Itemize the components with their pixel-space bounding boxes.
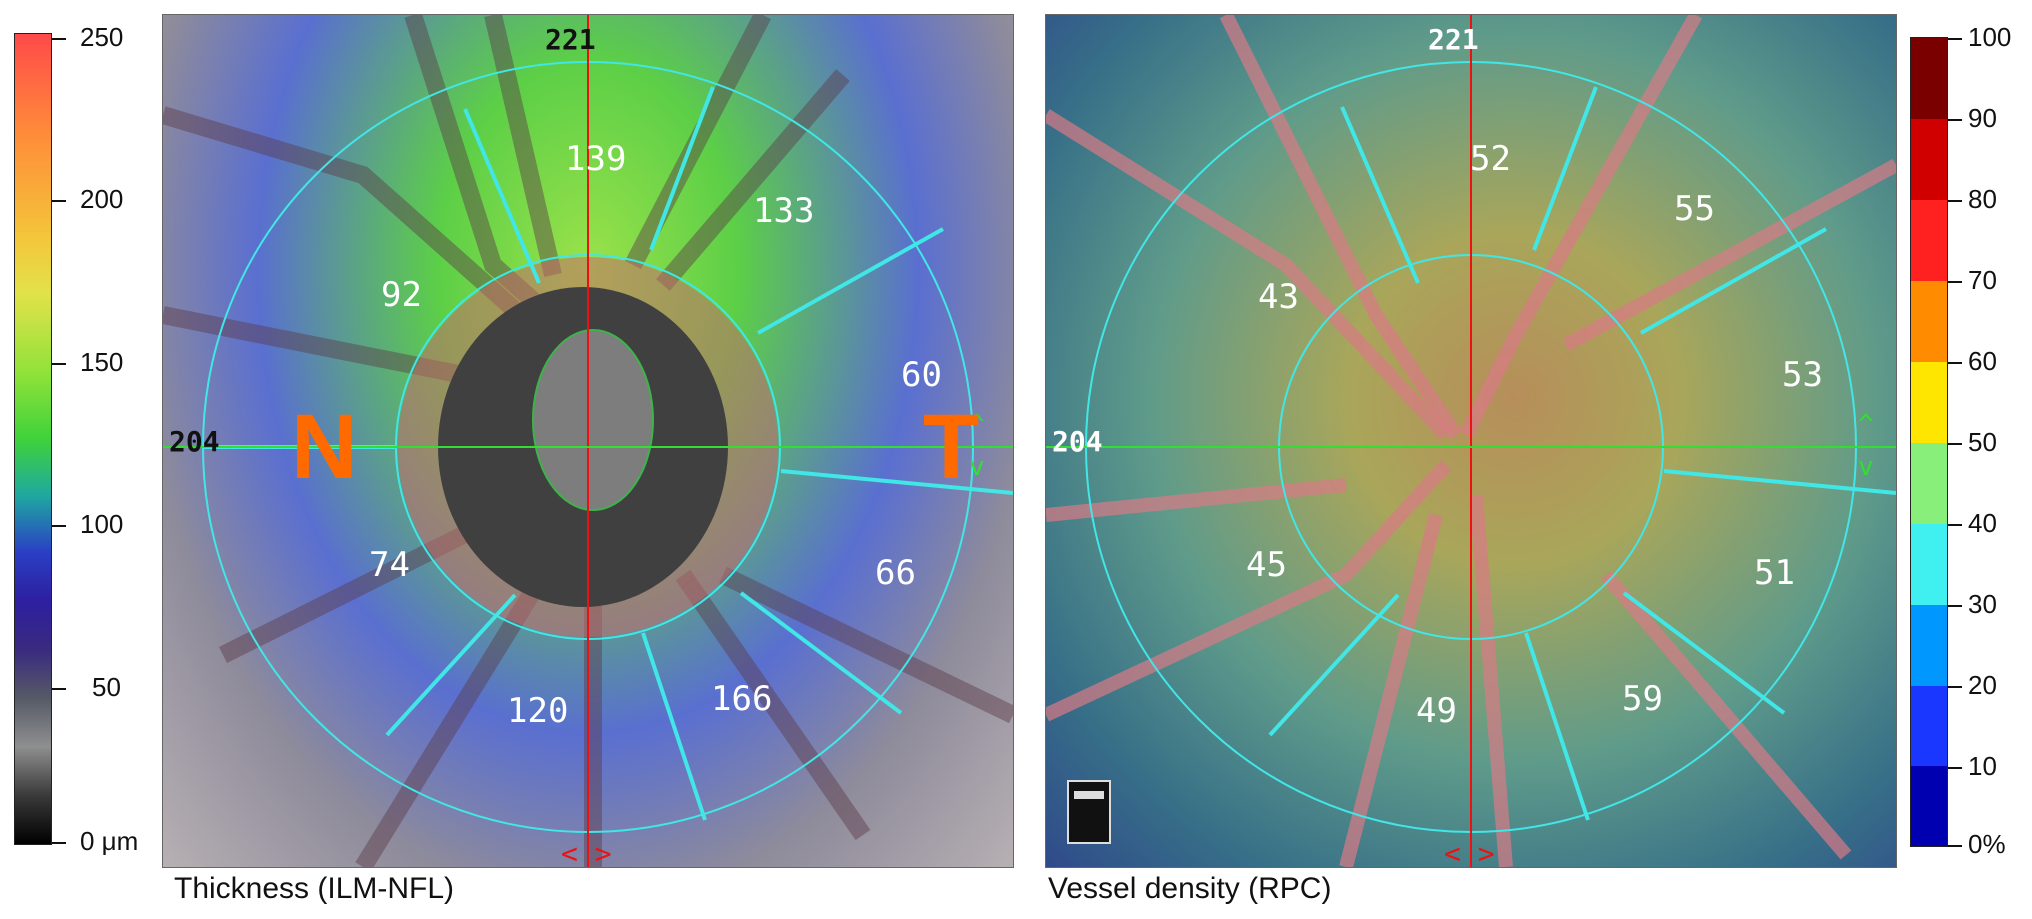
colorbar-band xyxy=(1911,200,1947,281)
colorbar-label-0: 0 μm xyxy=(80,826,139,856)
density-label: 80 xyxy=(1968,184,1997,214)
sector-lines xyxy=(203,86,1013,821)
colorbar-tick xyxy=(1948,362,1962,364)
density-label: 40 xyxy=(1968,508,1997,538)
sector-value: 59 xyxy=(1622,679,1663,719)
colorbar-tick xyxy=(52,842,66,844)
colorbar-tick xyxy=(52,38,66,40)
colorbar-tick xyxy=(1948,443,1962,445)
colorbar-label-250: 250 xyxy=(80,22,124,52)
thickness-map-panel: ^ v < > 221 204 N T 139 133 92 60 74 66 … xyxy=(162,14,1014,868)
sector-value: 166 xyxy=(711,679,773,719)
left-right-arrow-mark: < > xyxy=(561,837,612,867)
colorbar-tick xyxy=(52,525,66,527)
colorbar-band xyxy=(1911,524,1947,605)
top-axis-value: 221 xyxy=(545,23,596,56)
left-right-arrow-mark: < > xyxy=(1444,837,1495,867)
sector-value: 49 xyxy=(1416,691,1457,731)
colorbar-band xyxy=(1911,766,1947,846)
down-arrow-mark: v xyxy=(1858,452,1874,482)
density-label: 50 xyxy=(1968,427,1997,457)
vessel-overlay xyxy=(163,15,1013,867)
sector-value: 66 xyxy=(875,553,916,593)
density-label: 60 xyxy=(1968,346,1997,376)
sector-value: 60 xyxy=(901,355,942,395)
density-label: 100 xyxy=(1968,22,2012,52)
density-label: 70 xyxy=(1968,265,1997,295)
colorbar-tick xyxy=(1948,38,1962,40)
temporal-label: T xyxy=(923,396,980,498)
optic-cup xyxy=(532,329,654,511)
colorbar-tick xyxy=(1948,845,1962,847)
colorbar-band xyxy=(1911,362,1947,443)
sector-value: 55 xyxy=(1674,189,1715,229)
sector-value: 120 xyxy=(507,691,569,731)
thickness-map-graphic: ^ v < > xyxy=(163,15,1013,867)
sector-value: 52 xyxy=(1470,139,1511,179)
up-arrow-mark: ^ xyxy=(1858,410,1874,440)
sector-value: 139 xyxy=(565,139,627,179)
vessel-density-panel: ^ v < > 221 204 52 55 43 53 45 51 49 59 xyxy=(1045,14,1897,868)
colorbar-band xyxy=(1911,38,1947,119)
colorbar-tick xyxy=(52,688,66,690)
density-label: 0% xyxy=(1968,829,2006,859)
density-label: 10 xyxy=(1968,751,1997,781)
colorbar-tick xyxy=(1948,281,1962,283)
colorbar-tick xyxy=(52,363,66,365)
sector-value: 133 xyxy=(753,191,815,231)
density-label: 20 xyxy=(1968,670,1997,700)
sector-value: 92 xyxy=(381,275,422,315)
density-label: 30 xyxy=(1968,589,1997,619)
thickness-colorbar xyxy=(14,33,52,845)
left-axis-value: 204 xyxy=(1052,425,1103,458)
colorbar-tick xyxy=(1948,119,1962,121)
density-label: 90 xyxy=(1968,103,1997,133)
colorbar-band xyxy=(1911,119,1947,200)
scan-icon-bar xyxy=(1074,791,1104,799)
colorbar-label-100: 100 xyxy=(80,509,124,539)
left-axis-value: 204 xyxy=(169,425,220,458)
down-arrow-mark: v xyxy=(969,452,985,482)
right-caption: Vessel density (RPC) xyxy=(1048,872,1332,905)
up-arrow-mark: ^ xyxy=(969,410,985,440)
left-caption: Thickness (ILM-NFL) xyxy=(174,872,455,905)
colorbar-band xyxy=(1911,686,1947,766)
scan-icon xyxy=(1067,780,1111,844)
density-colorbar xyxy=(1910,37,1948,847)
sector-value: 43 xyxy=(1258,277,1299,317)
colorbar-tick xyxy=(52,200,66,202)
sector-value: 53 xyxy=(1782,355,1823,395)
colorbar-band xyxy=(1911,281,1947,362)
colorbar-tick xyxy=(1948,686,1962,688)
colorbar-tick xyxy=(1948,605,1962,607)
sector-lines xyxy=(1268,86,1896,821)
sector-value: 45 xyxy=(1246,545,1287,585)
colorbar-label-200: 200 xyxy=(80,184,124,214)
sector-value: 74 xyxy=(369,545,410,585)
top-axis-value: 221 xyxy=(1428,23,1479,56)
vessel-density-graphic: ^ v < > xyxy=(1046,15,1896,867)
colorbar-band xyxy=(1911,605,1947,686)
colorbar-band xyxy=(1911,443,1947,524)
colorbar-label-50: 50 xyxy=(92,672,121,702)
colorbar-tick xyxy=(1948,200,1962,202)
colorbar-tick xyxy=(1948,767,1962,769)
nasal-label: N xyxy=(291,396,358,498)
colorbar-tick xyxy=(1948,524,1962,526)
colorbar-label-150: 150 xyxy=(80,347,124,377)
sector-value: 51 xyxy=(1754,553,1795,593)
